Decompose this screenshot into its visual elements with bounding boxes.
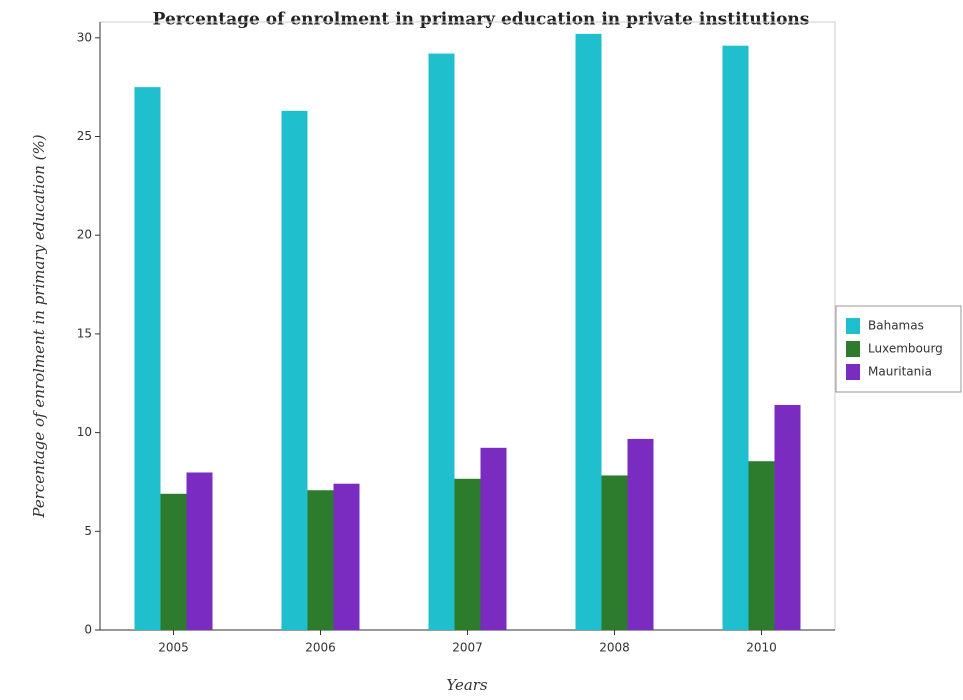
- bar: [480, 447, 507, 630]
- y-axis-title: Percentage of enrolment in primary educa…: [30, 134, 48, 518]
- x-tick-label: 2008: [599, 641, 630, 655]
- chart-title: Percentage of enrolment in primary educa…: [153, 10, 810, 30]
- bar: [722, 45, 749, 631]
- bar: [186, 472, 213, 630]
- bar: [428, 53, 455, 631]
- y-tick-label: 20: [77, 228, 92, 242]
- legend-swatch: [846, 341, 860, 357]
- bar: [575, 33, 602, 630]
- legend-swatch: [846, 318, 860, 334]
- legend-label: Mauritania: [868, 365, 932, 379]
- bar: [774, 404, 801, 630]
- bar: [601, 475, 628, 630]
- x-tick-label: 2007: [452, 641, 483, 655]
- legend-swatch: [846, 364, 860, 380]
- bar: [281, 110, 308, 630]
- legend-label: Bahamas: [868, 319, 924, 333]
- bar: [627, 438, 654, 630]
- y-tick-label: 30: [77, 30, 92, 44]
- x-tick-label: 2005: [158, 641, 189, 655]
- bar: [454, 478, 481, 630]
- y-tick-label: 15: [77, 326, 92, 340]
- y-tick-label: 0: [84, 623, 92, 637]
- bar: [134, 87, 161, 630]
- y-tick-label: 25: [77, 129, 92, 143]
- bar: [748, 461, 775, 630]
- bar: [160, 493, 187, 630]
- x-axis-title: Years: [446, 676, 488, 694]
- legend-label: Luxembourg: [868, 342, 943, 356]
- x-tick-label: 2010: [746, 641, 777, 655]
- y-tick-label: 10: [77, 425, 92, 439]
- x-tick-label: 2006: [305, 641, 336, 655]
- bar: [307, 490, 334, 630]
- y-tick-label: 5: [84, 524, 92, 538]
- bar: [333, 483, 360, 630]
